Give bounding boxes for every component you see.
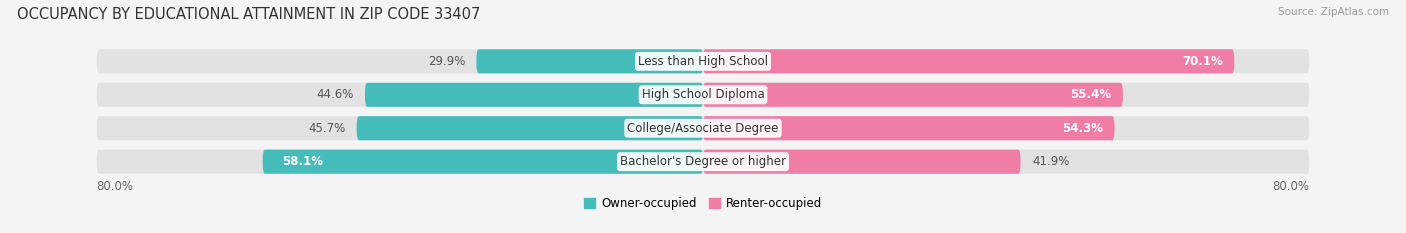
FancyBboxPatch shape [97, 83, 1309, 107]
Text: Less than High School: Less than High School [638, 55, 768, 68]
FancyBboxPatch shape [703, 49, 1234, 73]
Text: 41.9%: 41.9% [1032, 155, 1070, 168]
FancyBboxPatch shape [97, 116, 1309, 140]
Text: Source: ZipAtlas.com: Source: ZipAtlas.com [1278, 7, 1389, 17]
FancyBboxPatch shape [263, 150, 703, 174]
FancyBboxPatch shape [477, 49, 703, 73]
Text: 58.1%: 58.1% [281, 155, 322, 168]
Text: College/Associate Degree: College/Associate Degree [627, 122, 779, 135]
Text: 55.4%: 55.4% [1070, 88, 1112, 101]
Text: 80.0%: 80.0% [1272, 180, 1309, 193]
FancyBboxPatch shape [703, 116, 1115, 140]
Text: 29.9%: 29.9% [427, 55, 465, 68]
FancyBboxPatch shape [357, 116, 703, 140]
Legend: Owner-occupied, Renter-occupied: Owner-occupied, Renter-occupied [579, 192, 827, 215]
Text: High School Diploma: High School Diploma [641, 88, 765, 101]
Text: 80.0%: 80.0% [97, 180, 134, 193]
FancyBboxPatch shape [97, 49, 1309, 73]
Text: OCCUPANCY BY EDUCATIONAL ATTAINMENT IN ZIP CODE 33407: OCCUPANCY BY EDUCATIONAL ATTAINMENT IN Z… [17, 7, 481, 22]
Text: Bachelor's Degree or higher: Bachelor's Degree or higher [620, 155, 786, 168]
Text: 44.6%: 44.6% [316, 88, 354, 101]
FancyBboxPatch shape [366, 83, 703, 107]
FancyBboxPatch shape [703, 83, 1123, 107]
Text: 45.7%: 45.7% [308, 122, 346, 135]
Text: 70.1%: 70.1% [1182, 55, 1223, 68]
FancyBboxPatch shape [703, 150, 1021, 174]
Text: 54.3%: 54.3% [1062, 122, 1104, 135]
FancyBboxPatch shape [97, 150, 1309, 174]
